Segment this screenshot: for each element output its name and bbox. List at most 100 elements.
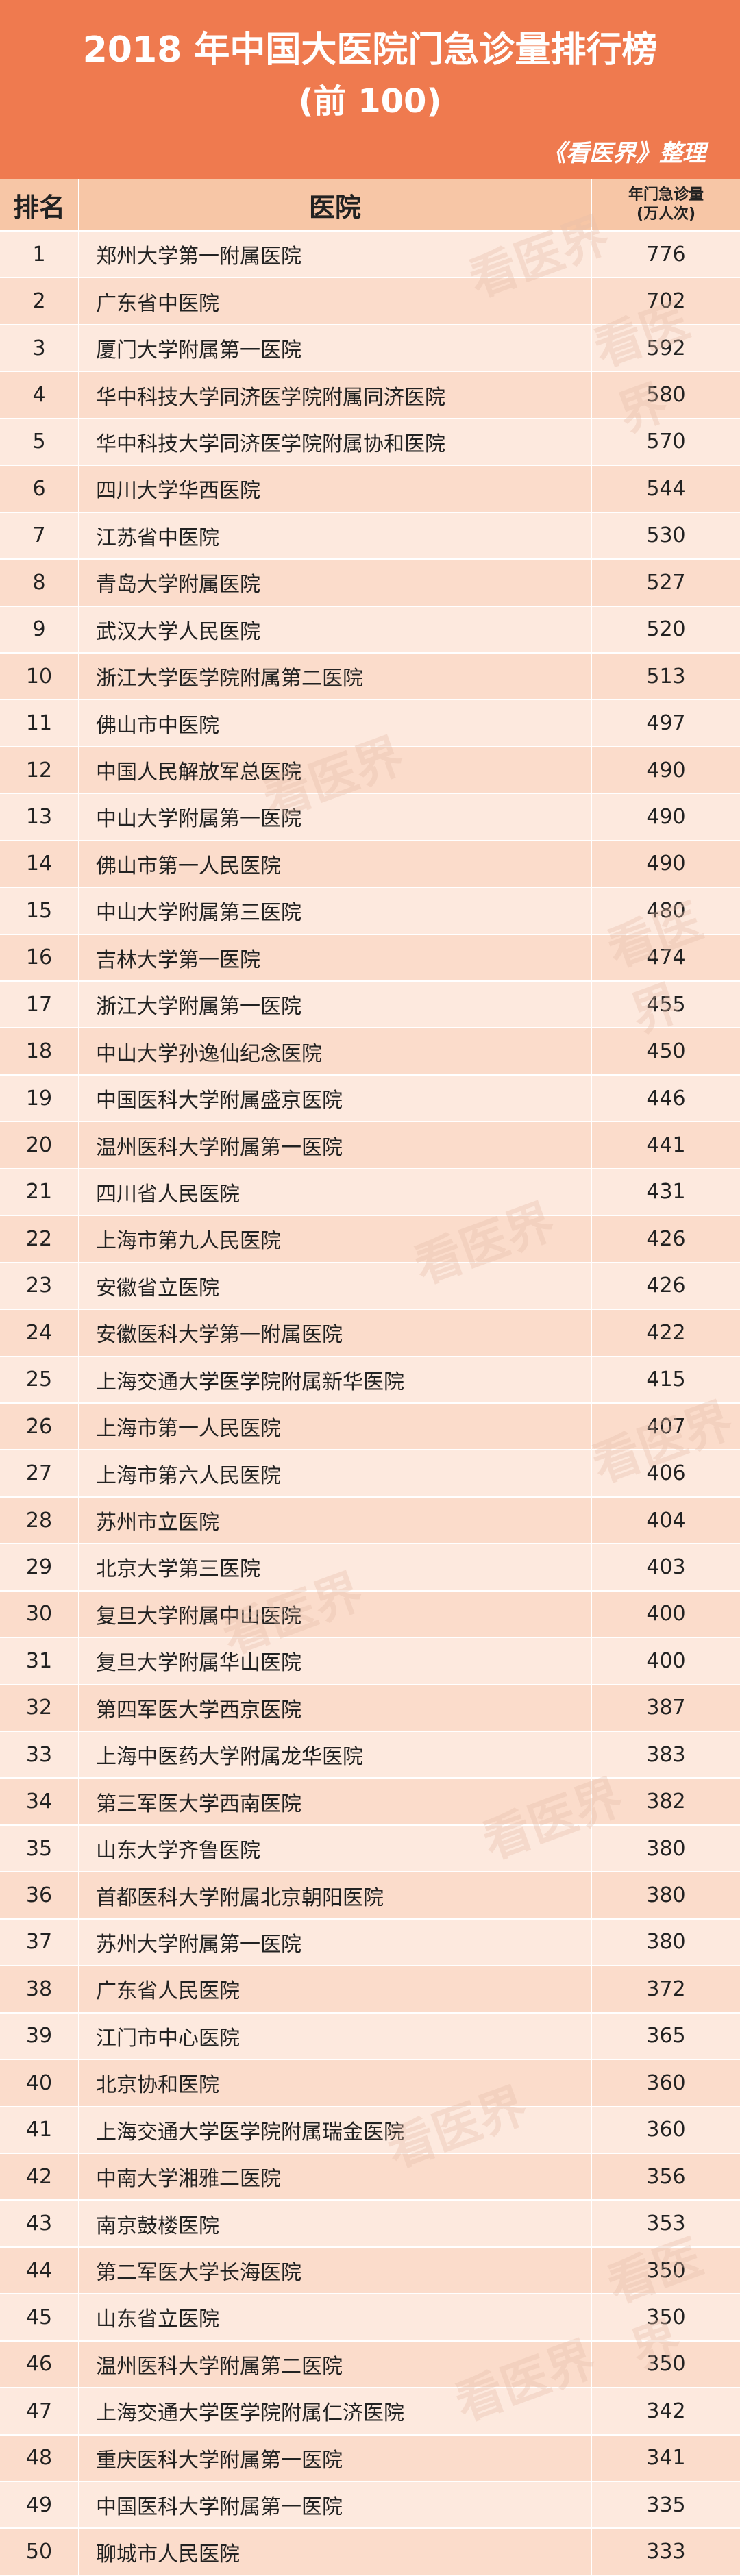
hospital-cell: 郑州大学第一附属医院 [79,232,592,279]
volume-cell: 446 [592,1076,740,1123]
table-row: 28 苏州市立医院 404 [0,1497,740,1545]
volume-cell: 455 [592,982,740,1029]
volume-cell: 776 [592,232,740,279]
table-row: 34 第三军医大学西南医院 382 [0,1779,740,1826]
table-row: 2 广东省中医院 702 [0,278,740,325]
volume-cell: 592 [592,325,740,373]
rank-cell: 13 [0,794,79,841]
rank-cell: 26 [0,1403,79,1451]
rank-cell: 44 [0,2247,79,2295]
table-row: 21 四川省人民医院 431 [0,1169,740,1217]
rank-cell: 23 [0,1263,79,1311]
rank-cell: 31 [0,1638,79,1685]
table-row: 36 首都医科大学附属北京朝阳医院 380 [0,1872,740,1920]
volume-cell: 403 [592,1544,740,1592]
table-row: 6 四川大学华西医院 544 [0,466,740,513]
rank-cell: 50 [0,2529,79,2576]
table-row: 14 佛山市第一人民医院 490 [0,841,740,889]
table-row: 41 上海交通大学医学院附属瑞金医院 360 [0,2107,740,2154]
rank-cell: 9 [0,606,79,654]
table-row: 3 厦门大学附属第一医院 592 [0,325,740,373]
volume-cell: 335 [592,2482,740,2529]
hospital-cell: 安徽医科大学第一附属医院 [79,1310,592,1357]
volume-cell: 380 [592,1920,740,1967]
rank-cell: 6 [0,466,79,513]
table-row: 44 第二军医大学长海医院 350 [0,2247,740,2295]
hospital-cell: 中国医科大学附属第一医院 [79,2482,592,2529]
rank-cell: 37 [0,1919,79,1967]
hospital-cell: 第三军医大学西南医院 [79,1779,592,1826]
volume-cell: 365 [592,2014,740,2061]
rank-cell: 8 [0,560,79,607]
volume-cell: 520 [592,607,740,654]
rank-cell: 21 [0,1169,79,1217]
rank-cell: 43 [0,2201,79,2248]
table-body: 1 郑州大学第一附属医院 776 2 广东省中医院 702 3 厦门大学附属第一医院 592 4 华… [0,232,740,2576]
table-row: 12 中国人民解放军总医院 490 [0,747,740,795]
table-row: 45 山东省立医院 350 [0,2294,740,2342]
hospital-cell: 上海交通大学医学院附属瑞金医院 [79,2107,592,2154]
table-row: 7 江苏省中医院 530 [0,512,740,560]
hospital-cell: 青岛大学附属医院 [79,560,592,607]
volume-cell: 341 [592,2436,740,2482]
volume-cell: 353 [592,2201,740,2248]
table-row: 32 第四军医大学西京医院 387 [0,1685,740,1732]
table-row: 10 浙江大学医学院附属第二医院 513 [0,653,740,701]
hospital-cell: 山东大学齐鲁医院 [79,1825,592,1873]
hospital-cell: 北京协和医院 [79,2060,592,2107]
rank-cell: 34 [0,1779,79,1826]
hospital-cell: 华中科技大学同济医学院附属同济医院 [79,372,592,419]
table-row: 19 中国医科大学附属盛京医院 446 [0,1075,740,1123]
rank-cell: 2 [0,278,79,325]
volume-cell: 333 [592,2529,740,2576]
rank-cell: 14 [0,841,79,889]
hospital-cell: 四川省人民医院 [79,1169,592,1217]
table-row: 25 上海交通大学医学院附属新华医院 415 [0,1357,740,1404]
hospital-cell: 中山大学孙逸仙纪念医院 [79,1028,592,1076]
hospital-cell: 上海交通大学医学院附属新华医院 [79,1357,592,1404]
rank-cell: 46 [0,2341,79,2389]
volume-cell: 360 [592,2107,740,2154]
table-row: 37 苏州大学附属第一医院 380 [0,1919,740,1967]
hospital-cell: 中山大学附属第三医院 [79,888,592,935]
rank-cell: 7 [0,512,79,560]
header-text: 年门急诊量 [628,186,704,203]
rank-cell: 19 [0,1075,79,1123]
rank-cell: 48 [0,2435,79,2482]
volume-cell: 441 [592,1122,740,1169]
table-row: 1 郑州大学第一附属医院 776 [0,232,740,279]
hospital-cell: 第二军医大学长海医院 [79,2247,592,2295]
volume-cell: 350 [592,2294,740,2342]
hospital-cell: 中国人民解放军总医院 [79,747,592,795]
volume-cell: 490 [592,794,740,841]
volume-cell: 497 [592,700,740,747]
rank-cell: 45 [0,2294,79,2342]
volume-cell: 527 [592,560,740,607]
volume-cell: 415 [592,1357,740,1404]
hospital-cell: 上海市第一人民医院 [79,1403,592,1451]
table-row: 42 中南大学湘雅二医院 356 [0,2153,740,2201]
rank-cell: 12 [0,747,79,795]
table-row: 46 温州医科大学附属第二医院 350 [0,2341,740,2389]
volume-cell: 342 [592,2388,740,2436]
hospital-cell: 佛山市中医院 [79,700,592,747]
rank-cell: 3 [0,325,79,373]
table-row: 9 武汉大学人民医院 520 [0,606,740,654]
hospital-cell: 吉林大学第一医院 [79,934,592,982]
hospital-cell: 厦门大学附属第一医院 [79,325,592,373]
subtitle: (前 100) [298,82,442,121]
rank-cell: 32 [0,1685,79,1732]
table-row: 49 中国医科大学附属第一医院 335 [0,2482,740,2529]
rank-cell: 35 [0,1825,79,1873]
volume-cell: 380 [592,1872,740,1920]
table-row: 5 华中科技大学同济医学院附属协和医院 570 [0,419,740,467]
volume-cell: 513 [592,654,740,701]
rank-cell: 49 [0,2482,79,2529]
rank-cell: 15 [0,888,79,935]
volume-cell: 387 [592,1685,740,1732]
hospital-cell: 广东省人民医院 [79,1966,592,2014]
table-row: 50 聊城市人民医院 333 [0,2529,740,2576]
table-row: 33 上海中医药大学附属龙华医院 383 [0,1732,740,1779]
header-unit: (万人次) [636,206,696,223]
hospital-cell: 武汉大学人民医院 [79,606,592,654]
